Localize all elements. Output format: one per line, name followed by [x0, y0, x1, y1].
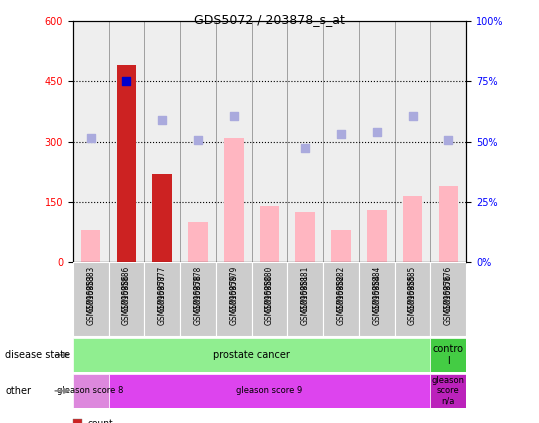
Text: GDS5072 / 203878_s_at: GDS5072 / 203878_s_at	[194, 13, 345, 26]
Text: GSM1095877: GSM1095877	[158, 274, 167, 325]
FancyBboxPatch shape	[216, 262, 252, 336]
Text: GSM1095881: GSM1095881	[301, 274, 310, 325]
Point	[158, 116, 167, 123]
FancyBboxPatch shape	[431, 374, 466, 408]
FancyBboxPatch shape	[108, 262, 144, 336]
Point	[408, 112, 417, 119]
Bar	[295, 212, 315, 262]
FancyBboxPatch shape	[431, 262, 466, 336]
Text: prostate cancer: prostate cancer	[213, 350, 290, 360]
Text: count: count	[88, 418, 114, 423]
Bar	[403, 196, 423, 262]
FancyBboxPatch shape	[287, 262, 323, 336]
Text: GSM1095879: GSM1095879	[229, 274, 238, 325]
Text: GSM1095878: GSM1095878	[194, 266, 203, 312]
Text: GSM1095884: GSM1095884	[372, 266, 381, 312]
Text: GSM1095882: GSM1095882	[336, 266, 345, 312]
FancyBboxPatch shape	[359, 262, 395, 336]
Bar	[116, 66, 136, 262]
Text: GSM1095878: GSM1095878	[194, 274, 203, 325]
FancyBboxPatch shape	[73, 338, 431, 372]
FancyBboxPatch shape	[323, 262, 359, 336]
Text: gleason score 8: gleason score 8	[58, 386, 124, 396]
Text: GSM1095881: GSM1095881	[301, 266, 310, 312]
Text: GSM1095877: GSM1095877	[158, 266, 167, 312]
Text: GSM1095883: GSM1095883	[86, 266, 95, 312]
Text: GSM1095885: GSM1095885	[408, 274, 417, 325]
Point	[86, 135, 95, 141]
Text: GSM1095879: GSM1095879	[229, 266, 238, 312]
Bar	[188, 222, 208, 262]
Point	[194, 136, 202, 143]
FancyBboxPatch shape	[73, 374, 108, 408]
Text: GSM1095885: GSM1095885	[408, 266, 417, 312]
Bar	[224, 138, 244, 262]
Point	[122, 78, 131, 85]
Point	[372, 128, 381, 135]
FancyBboxPatch shape	[431, 338, 466, 372]
Bar	[439, 186, 458, 262]
Point	[444, 136, 453, 143]
Text: GSM1095880: GSM1095880	[265, 274, 274, 325]
Text: GSM1095884: GSM1095884	[372, 274, 381, 325]
Text: gleason
score
n/a: gleason score n/a	[432, 376, 465, 406]
Text: GSM1095880: GSM1095880	[265, 266, 274, 312]
FancyBboxPatch shape	[108, 374, 431, 408]
Text: GSM1095876: GSM1095876	[444, 266, 453, 312]
FancyBboxPatch shape	[180, 262, 216, 336]
Point	[337, 130, 345, 137]
Bar	[153, 174, 172, 262]
Text: disease state: disease state	[5, 350, 71, 360]
Text: GSM1095882: GSM1095882	[336, 274, 345, 325]
Text: gleason score 9: gleason score 9	[237, 386, 302, 396]
FancyBboxPatch shape	[252, 262, 287, 336]
Text: GSM1095886: GSM1095886	[122, 274, 131, 325]
Text: GSM1095876: GSM1095876	[444, 274, 453, 325]
Point	[301, 144, 309, 151]
Text: GSM1095883: GSM1095883	[86, 274, 95, 325]
FancyBboxPatch shape	[144, 262, 180, 336]
Bar	[260, 206, 279, 262]
FancyBboxPatch shape	[395, 262, 431, 336]
Text: GSM1095886: GSM1095886	[122, 266, 131, 312]
FancyBboxPatch shape	[73, 262, 108, 336]
Bar	[331, 230, 351, 262]
Bar	[81, 230, 100, 262]
Point	[230, 112, 238, 119]
Text: contro
l: contro l	[433, 344, 464, 366]
Text: other: other	[5, 386, 31, 396]
Bar	[367, 210, 386, 262]
